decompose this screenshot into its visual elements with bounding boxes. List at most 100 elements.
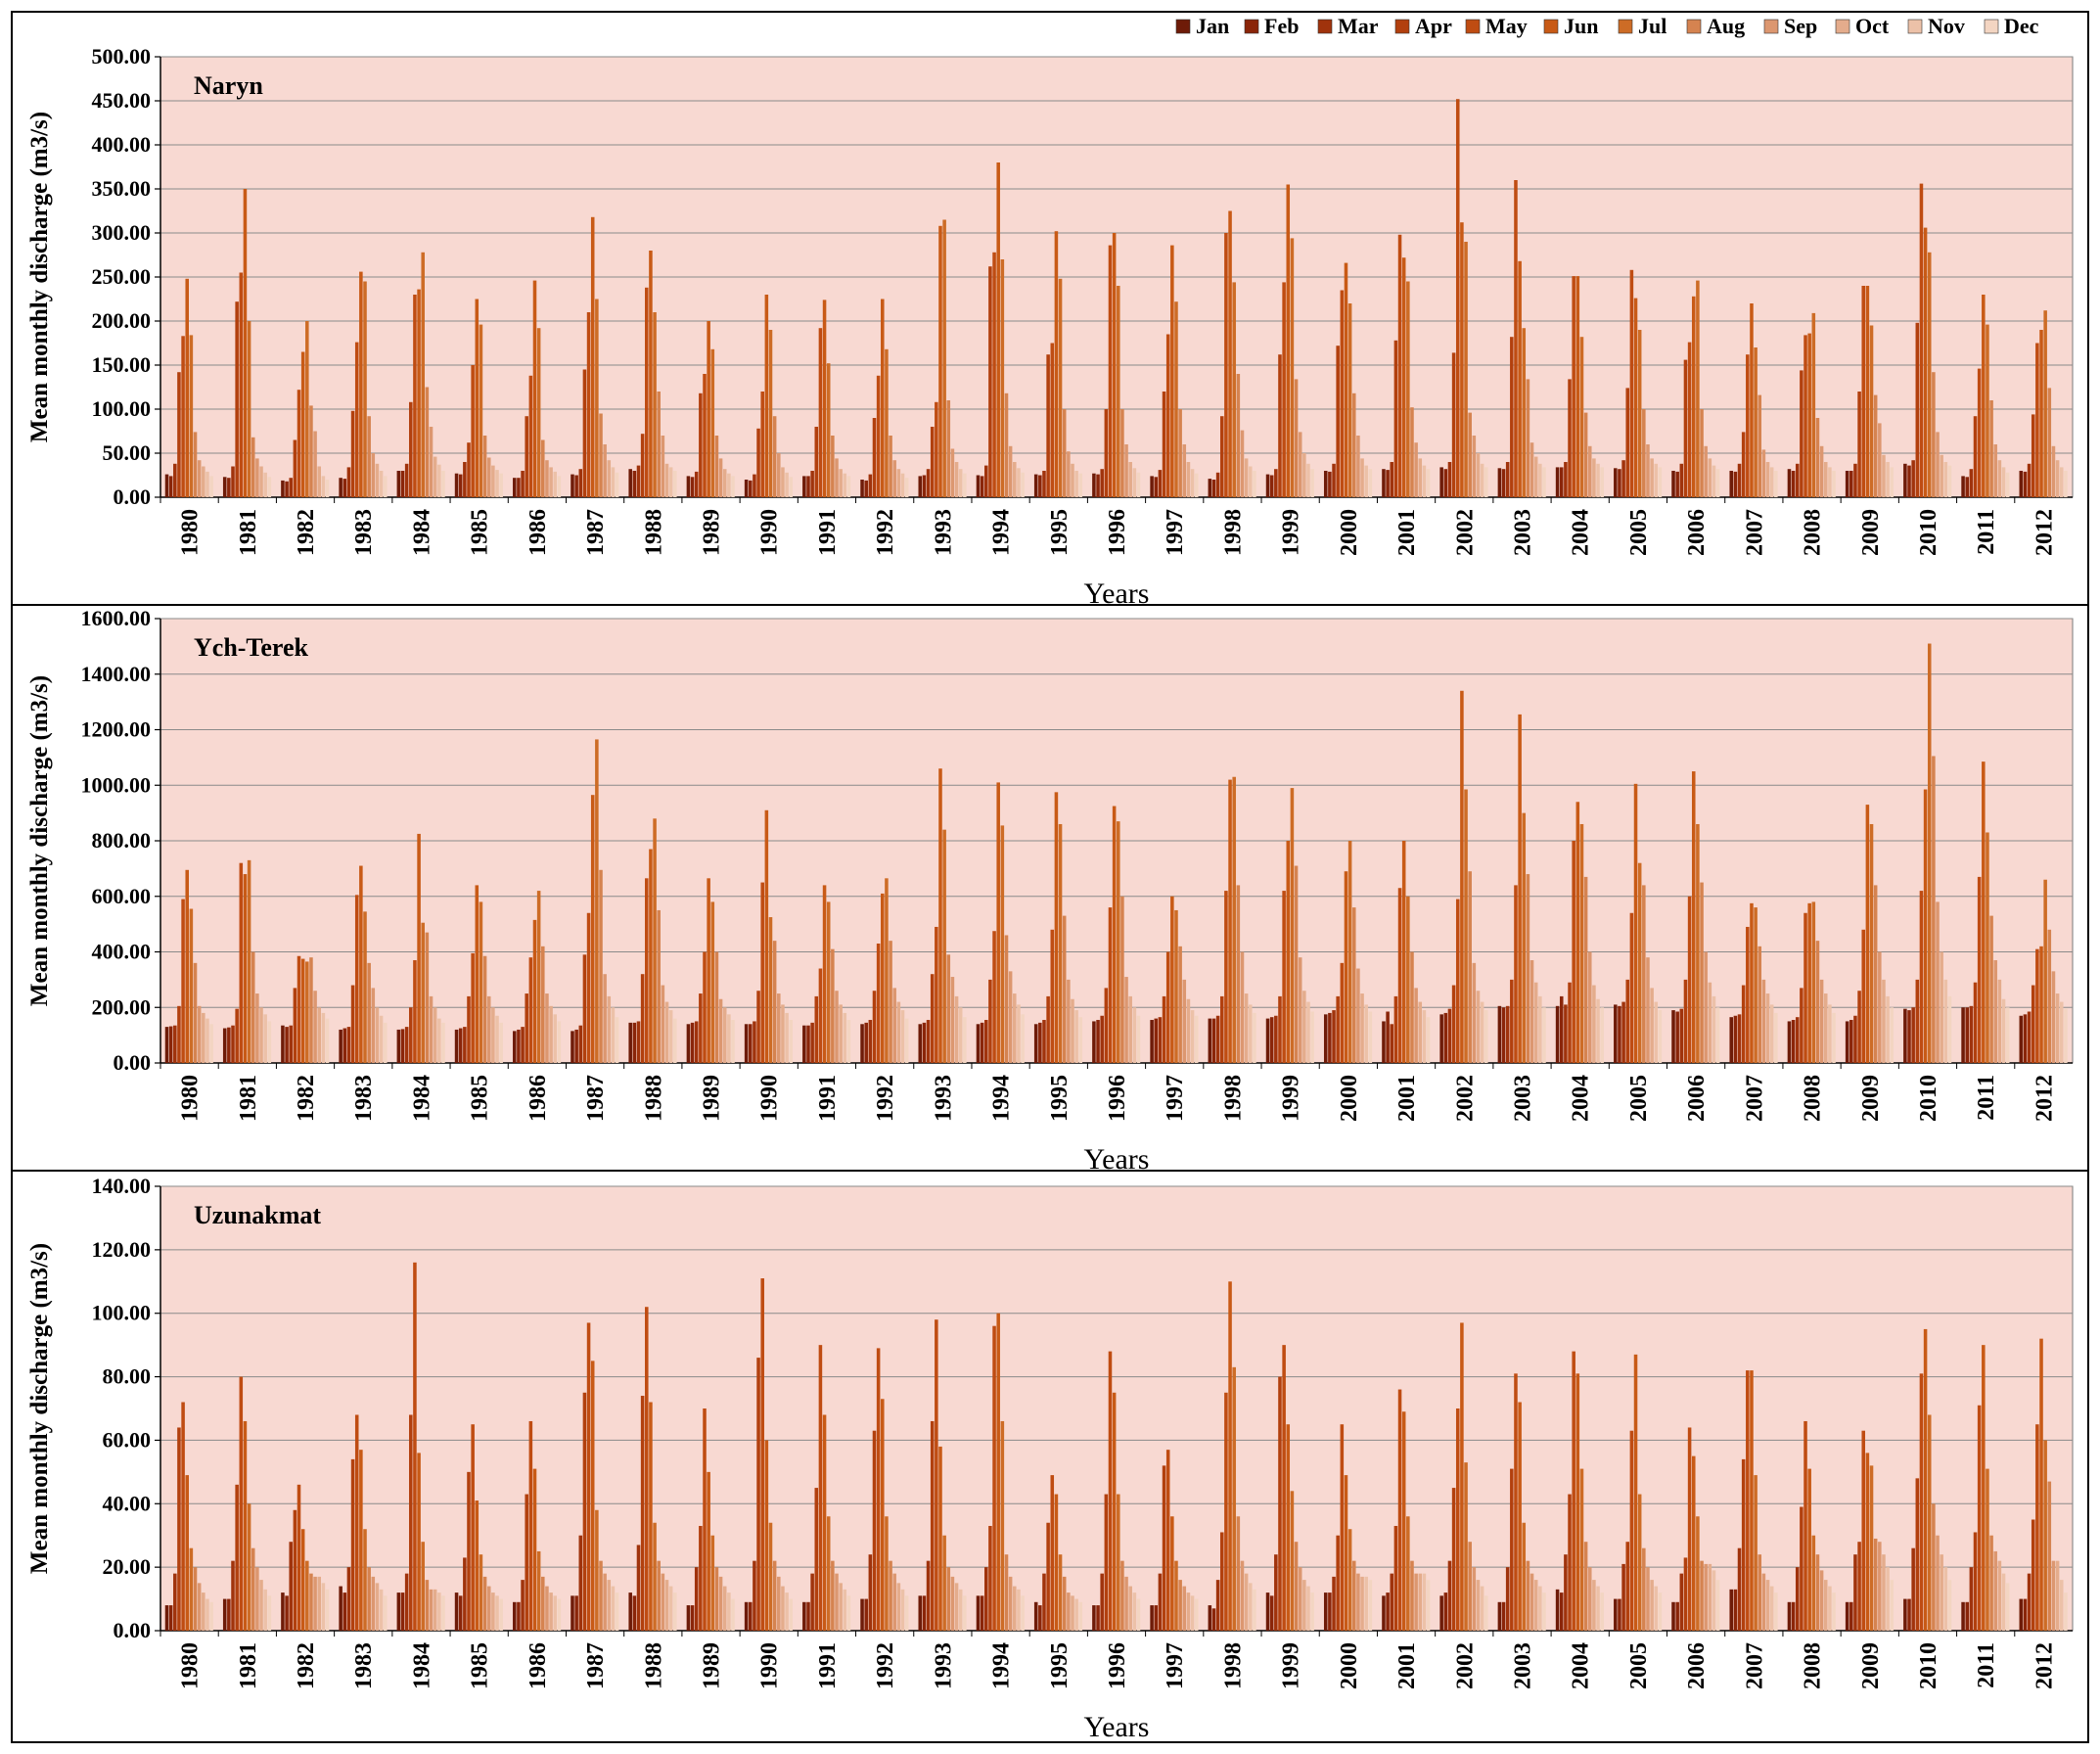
bar-2010-may xyxy=(1919,891,1924,1063)
bar-1987-oct xyxy=(607,1580,612,1631)
legend-swatch xyxy=(1465,19,1481,34)
bar-1995-jan xyxy=(1033,1024,1038,1063)
bar-2000-apr xyxy=(1336,1535,1340,1631)
bar-2004-jul xyxy=(1579,1468,1584,1631)
bar-1998-jun xyxy=(1228,210,1232,497)
bar-1982-jan xyxy=(281,480,285,497)
bar-1989-jun xyxy=(707,1471,710,1631)
bar-2005-nov xyxy=(1654,1001,1659,1063)
bar-1996-sep xyxy=(1124,444,1128,497)
bar-2007-oct xyxy=(1765,462,1770,497)
bar-2011-sep xyxy=(1993,444,1998,497)
bar-1982-may xyxy=(297,1484,301,1631)
bar-1981-jul xyxy=(247,1503,251,1631)
bar-1982-jul xyxy=(305,321,309,497)
bar-1986-sep xyxy=(545,993,549,1063)
bar-1995-feb xyxy=(1038,1605,1042,1631)
bar-1990-oct xyxy=(781,1586,785,1631)
bar-1983-mar xyxy=(346,1567,351,1631)
bar-2009-sep xyxy=(1878,1542,1882,1631)
bar-1982-jan xyxy=(281,1592,285,1631)
bar-1984-feb xyxy=(400,1029,405,1063)
bar-2011-sep xyxy=(1993,1550,1998,1631)
bar-2000-nov xyxy=(1364,1576,1368,1631)
bar-1982-apr xyxy=(293,439,297,497)
bar-1995-apr xyxy=(1046,995,1050,1063)
bar-2005-aug xyxy=(1642,1547,1646,1631)
bar-2006-jul xyxy=(1696,823,1700,1063)
bar-2011-may xyxy=(1977,1405,1982,1631)
bar-1997-oct xyxy=(1186,462,1191,497)
bar-2001-mar xyxy=(1390,462,1394,497)
bar-1985-jun xyxy=(475,885,479,1063)
bar-2006-sep xyxy=(1704,445,1708,497)
bar-1984-nov xyxy=(437,464,441,497)
bar-1999-feb xyxy=(1269,475,1274,497)
bar-1987-aug xyxy=(599,1560,603,1631)
bar-1998-jul xyxy=(1232,282,1236,497)
bar-1980-nov xyxy=(205,1018,209,1063)
bar-2006-dec xyxy=(1715,1007,1720,1063)
bar-2008-jan xyxy=(1787,1601,1792,1631)
bar-1991-nov xyxy=(843,1012,847,1063)
bar-1983-feb xyxy=(342,1592,347,1631)
x-tick-label: 2012 xyxy=(2032,1075,2057,1122)
bar-2012-apr xyxy=(2031,414,2035,497)
bar-2010-apr xyxy=(1915,1478,1920,1631)
bar-1981-apr xyxy=(235,301,239,497)
legend-swatch xyxy=(1618,19,1633,34)
bar-2005-feb xyxy=(1618,469,1621,497)
bar-1985-apr xyxy=(467,995,471,1063)
bar-2001-dec xyxy=(1426,469,1431,497)
bar-1982-mar xyxy=(289,1025,293,1063)
bar-1987-mar xyxy=(578,1535,583,1631)
bar-1992-jun xyxy=(881,893,885,1063)
bar-1999-oct xyxy=(1302,1580,1306,1631)
bar-2001-jul xyxy=(1406,281,1410,497)
bar-2001-aug xyxy=(1410,951,1414,1063)
bar-1999-mar xyxy=(1274,1015,1278,1063)
x-tick-label: 1995 xyxy=(1047,1642,1073,1689)
bar-1991-feb xyxy=(806,1601,810,1631)
bar-2012-mar xyxy=(2027,463,2032,497)
bar-1989-sep xyxy=(718,998,723,1063)
bar-2008-mar xyxy=(1795,463,1800,497)
bar-1982-sep xyxy=(313,431,317,497)
bar-1990-jun xyxy=(764,809,769,1063)
bar-1998-sep xyxy=(1240,430,1245,497)
bar-1999-sep xyxy=(1298,1567,1302,1631)
bar-1999-jun xyxy=(1286,184,1291,497)
bar-1993-oct xyxy=(954,1583,959,1631)
bar-1981-oct xyxy=(259,466,263,497)
bar-1988-nov xyxy=(668,467,673,497)
bar-1999-aug xyxy=(1294,865,1299,1063)
bar-2003-may xyxy=(1514,885,1518,1063)
bar-1989-dec xyxy=(731,476,735,497)
bar-1993-dec xyxy=(963,1017,967,1063)
bar-2000-sep xyxy=(1356,968,1360,1063)
bar-1982-nov xyxy=(321,1583,326,1631)
bar-1980-jun xyxy=(185,869,189,1063)
bar-2004-sep xyxy=(1587,951,1592,1063)
bar-2009-dec xyxy=(1890,467,1895,497)
y-tick-label: 1400.00 xyxy=(81,662,152,686)
bar-1997-nov xyxy=(1190,469,1195,497)
bar-1996-may xyxy=(1108,1351,1113,1631)
bar-1983-feb xyxy=(342,479,347,497)
bar-2006-may xyxy=(1687,896,1692,1063)
bar-1991-jan xyxy=(802,476,806,497)
bar-1998-apr xyxy=(1219,416,1224,497)
bar-1986-jan xyxy=(513,1031,517,1063)
bar-1992-oct xyxy=(896,1583,901,1631)
bar-1986-apr xyxy=(525,1494,528,1631)
bar-1998-mar xyxy=(1215,472,1220,497)
bar-1997-sep xyxy=(1182,1586,1187,1631)
bar-1981-nov xyxy=(263,472,267,497)
x-tick-label: 1990 xyxy=(757,1075,783,1122)
bar-1995-dec xyxy=(1078,1601,1083,1631)
bar-2005-dec xyxy=(1658,1010,1663,1063)
bar-1981-jan xyxy=(222,1598,227,1631)
bar-1983-oct xyxy=(375,1007,380,1063)
bar-1998-feb xyxy=(1211,1608,1216,1631)
bar-1980-jul xyxy=(189,335,194,497)
